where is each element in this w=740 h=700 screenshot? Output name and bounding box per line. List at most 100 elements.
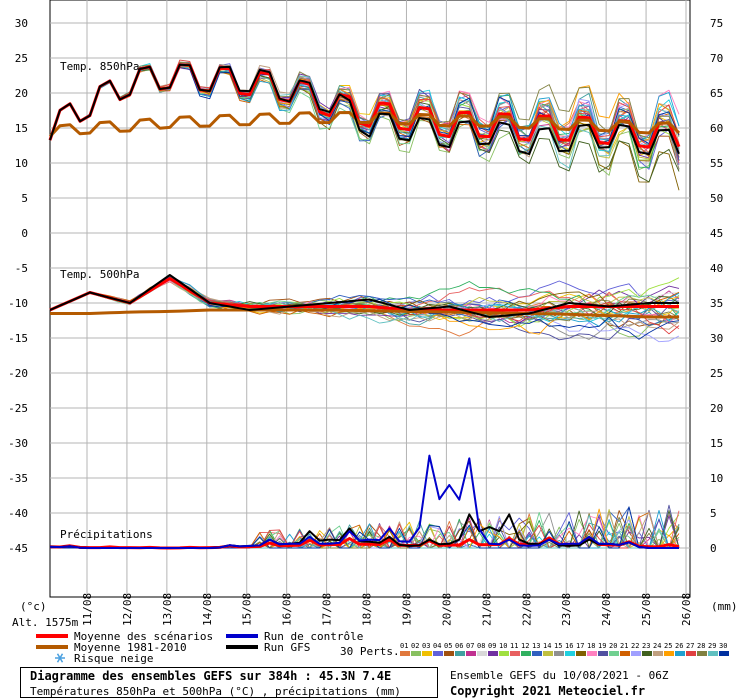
x-tick-label: 23/08 [560, 593, 573, 626]
pert-swatch [510, 651, 520, 656]
pert-number: 09 [488, 642, 496, 650]
pert-swatch [642, 651, 652, 656]
panel-title-precip: Précipitations [60, 528, 153, 541]
pert-number: 26 [675, 642, 683, 650]
x-tick-label: 11/08 [81, 593, 94, 626]
pert-number: 17 [576, 642, 584, 650]
pert-number: 01 [400, 642, 408, 650]
x-tick-label: 19/08 [400, 593, 413, 626]
y2-tick-label: 30 [710, 332, 723, 345]
pert-swatch [521, 651, 531, 656]
pert-swatch [686, 651, 696, 656]
series-line [49, 454, 679, 549]
y-tick-label: 5 [21, 192, 28, 205]
axis-ticks: 0 5 10 15 20 25 30 -5 -10 -15 -20 -25 -30 -35 -40 -45 45… [8, 17, 723, 626]
pert-number: 10 [499, 642, 507, 650]
pert-number: 16 [565, 642, 573, 650]
series-line [48, 111, 681, 138]
altitude-label: Alt. 1575m [12, 616, 79, 629]
x-tick-label: 24/08 [600, 593, 613, 626]
footer-box: Diagramme des ensembles GEFS sur 384h : … [20, 667, 438, 698]
y2-tick-label: 5 [710, 507, 717, 520]
pert-swatch [609, 651, 619, 656]
pert-swatch [675, 651, 685, 656]
y2-tick-label: 55 [710, 157, 723, 170]
pert-swatch [598, 651, 608, 656]
pert-number: 02 [411, 642, 419, 650]
pert-swatch [653, 651, 663, 656]
pert-number: 29 [708, 642, 716, 650]
pert-swatch [565, 651, 575, 656]
pert-swatch [587, 651, 597, 656]
y-tick-label: 10 [15, 157, 28, 170]
legend-control-run: Run de contrôle [264, 630, 363, 643]
legend-snow-risk: Risque neige [74, 652, 153, 665]
pert-swatch [466, 651, 476, 656]
x-tick-label: 12/08 [121, 593, 134, 626]
pert-swatch [477, 651, 487, 656]
y2-tick-label: 35 [710, 297, 723, 310]
y2-tick-label: 25 [710, 367, 723, 380]
y2-tick-label: 65 [710, 87, 723, 100]
y-tick-label: -45 [8, 542, 28, 555]
pert-swatch [631, 651, 641, 656]
pert-number: 21 [620, 642, 628, 650]
y-tick-label: -5 [15, 262, 28, 275]
pert-number: 18 [587, 642, 595, 650]
pert-swatch [576, 651, 586, 656]
x-tick-label: 13/08 [161, 593, 174, 626]
pert-swatch [554, 651, 564, 656]
pert-swatch [411, 651, 421, 656]
pert-number: 03 [422, 642, 430, 650]
x-tick-label: 21/08 [480, 593, 493, 626]
x-tick-label: 26/08 [680, 593, 693, 626]
panel-title-850: Temp. 850hPa [60, 60, 139, 73]
x-tick-label: 20/08 [440, 593, 453, 626]
pert-number: 28 [697, 642, 705, 650]
pert-swatch [499, 651, 509, 656]
panel-title-500: Temp. 500hPa [60, 268, 139, 281]
pert-number: 30 [719, 642, 727, 650]
y2-tick-label: 60 [710, 122, 723, 135]
pert-number: 06 [455, 642, 463, 650]
pert-swatch [664, 651, 674, 656]
y2-tick-label: 75 [710, 17, 723, 30]
series [48, 63, 681, 550]
legend-mean-climo: Moyenne 1981-2010 [74, 641, 187, 654]
y-tick-label: -30 [8, 437, 28, 450]
y-tick-label: 25 [15, 52, 28, 65]
pert-swatch [708, 651, 718, 656]
right-unit-label: (mm) [711, 600, 738, 613]
pert-number: 22 [631, 642, 639, 650]
pert-number: 25 [664, 642, 672, 650]
y2-tick-label: 45 [710, 227, 723, 240]
pert-number: 13 [532, 642, 540, 650]
pert-number: 20 [609, 642, 617, 650]
series-line [50, 308, 679, 319]
pert-swatch [620, 651, 630, 656]
pert-swatch [719, 651, 729, 656]
x-tick-label: 14/08 [201, 593, 214, 626]
legend-gfs-run: Run GFS [264, 641, 310, 654]
legend: Moyenne des scénarios Moyenne 1981-2010 … [36, 630, 729, 665]
pert-number: 14 [543, 642, 551, 650]
footer-copyright: Copyright 2021 Meteociel.fr [450, 684, 646, 698]
y2-tick-label: 0 [710, 542, 717, 555]
y-tick-label: -25 [8, 402, 28, 415]
legend-mean-scenarios: Moyenne des scénarios [74, 630, 213, 643]
pert-number: 19 [598, 642, 606, 650]
y-tick-label: 0 [21, 227, 28, 240]
pert-swatch [444, 651, 454, 656]
footer-run-info: Ensemble GEFS du 10/08/2021 - 06Z [450, 669, 669, 682]
y-tick-label: -20 [8, 367, 28, 380]
y-tick-label: 15 [15, 122, 28, 135]
pert-number: 27 [686, 642, 694, 650]
pert-number: 23 [642, 642, 650, 650]
y-tick-label: -35 [8, 472, 28, 485]
y2-tick-label: 20 [710, 402, 723, 415]
y2-tick-label: 10 [710, 472, 723, 485]
pert-number: 12 [521, 642, 529, 650]
y2-tick-label: 70 [710, 52, 723, 65]
pert-swatch [488, 651, 498, 656]
pert-number: 04 [433, 642, 441, 650]
